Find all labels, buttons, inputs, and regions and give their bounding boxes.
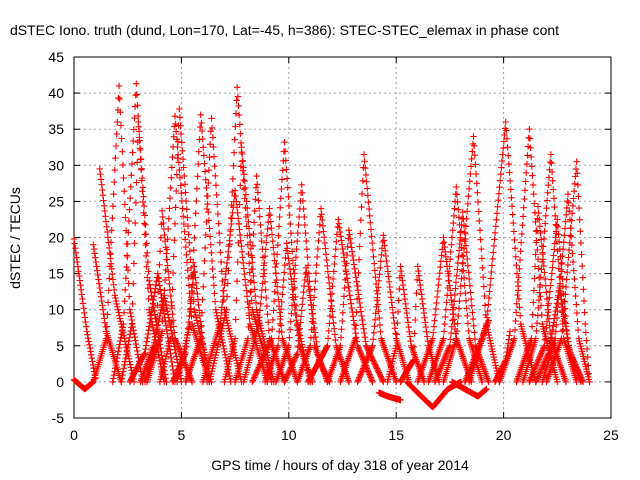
plus-markers xyxy=(143,113,213,386)
plus-markers xyxy=(221,144,277,386)
series-pass xyxy=(375,389,404,404)
plus-markers xyxy=(337,151,400,386)
chart-title: dSTEC Iono. truth (dund, Lon=170, Lat=-4… xyxy=(10,22,559,38)
plus-markers xyxy=(262,240,316,386)
y-tick-label: 0 xyxy=(56,374,64,390)
series-pass xyxy=(448,378,490,400)
plus-markers xyxy=(543,158,593,386)
x-tick-label: 10 xyxy=(281,427,297,443)
series-pass xyxy=(143,113,213,386)
series-pass xyxy=(221,144,277,386)
x-tick-label: 5 xyxy=(178,427,186,443)
plus-markers xyxy=(425,183,486,386)
plus-markers xyxy=(126,270,179,386)
y-tick-label: 5 xyxy=(56,338,64,354)
plus-markers xyxy=(440,133,503,386)
plus-markers xyxy=(519,151,580,386)
series-pass xyxy=(156,105,215,386)
series-pass xyxy=(539,191,593,386)
plus-markers xyxy=(539,191,593,386)
y-tick-label: 45 xyxy=(48,49,64,65)
series-pass xyxy=(425,183,486,386)
series-pass xyxy=(543,158,593,386)
data-marks xyxy=(70,80,593,411)
series-pass xyxy=(354,232,413,386)
plus-markers xyxy=(375,389,404,404)
series-pass xyxy=(337,151,400,386)
plus-markers xyxy=(448,378,490,400)
series-pass xyxy=(440,133,503,386)
series-pass xyxy=(126,270,179,386)
series-pass xyxy=(519,151,580,386)
x-tick-label: 20 xyxy=(496,427,512,443)
y-tick-label: 30 xyxy=(48,157,64,173)
plus-markers xyxy=(354,232,413,386)
y-tick-label: 20 xyxy=(48,230,64,246)
x-tick-label: 0 xyxy=(70,427,78,443)
series-pass xyxy=(70,82,146,393)
y-tick-label: -5 xyxy=(52,410,65,426)
x-axis-label: GPS time / hours of day 318 of year 2014 xyxy=(211,457,469,473)
y-tick-label: 35 xyxy=(48,121,64,137)
series-pass xyxy=(70,235,99,382)
axis-ticks: 0 5 10 15 20 25 -5 0 5 10 15 20 25 30 35 40 45 xyxy=(48,49,619,443)
series-pass xyxy=(414,234,475,386)
x-tick-label: 25 xyxy=(603,427,619,443)
plus-markers xyxy=(70,235,99,382)
y-tick-label: 25 xyxy=(48,193,64,209)
plus-markers xyxy=(137,292,185,386)
y-tick-label: 15 xyxy=(48,266,64,282)
plus-markers xyxy=(414,234,475,386)
y-axis-label: dSTEC / TECUs xyxy=(7,187,23,289)
series-pass xyxy=(262,240,316,386)
series-pass xyxy=(137,292,185,386)
plus-markers xyxy=(156,105,215,386)
x-tick-label: 15 xyxy=(388,427,404,443)
y-tick-label: 40 xyxy=(48,85,64,101)
plus-markers xyxy=(70,82,146,393)
y-tick-label: 10 xyxy=(48,302,64,318)
